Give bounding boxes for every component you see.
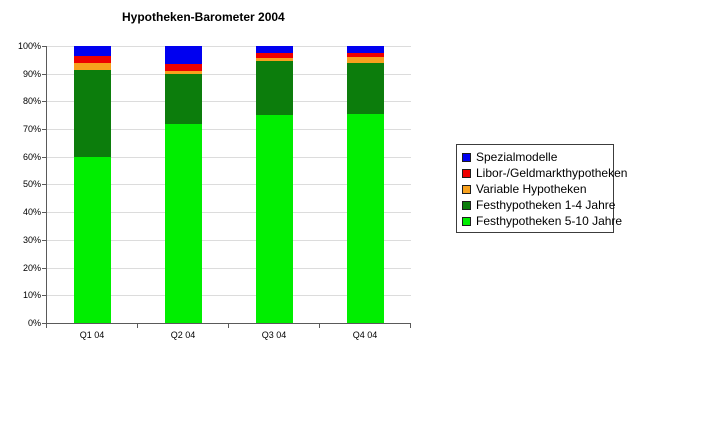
y-tick-mark	[42, 74, 46, 75]
bar-segment	[74, 56, 111, 63]
x-tick-mark	[410, 324, 411, 328]
legend-label: Variable Hypotheken	[476, 182, 587, 196]
gridline	[47, 240, 411, 241]
x-tick-label: Q2 04	[170, 330, 196, 340]
bar-segment	[165, 64, 202, 71]
bar-segment	[74, 63, 111, 70]
bar-segment	[165, 71, 202, 74]
bar-segment	[74, 70, 111, 157]
bar-segment	[256, 115, 293, 323]
gridline	[47, 46, 411, 47]
x-tick-mark	[46, 324, 47, 328]
y-tick-label: 0%	[27, 318, 41, 328]
bar-segment	[74, 157, 111, 323]
bar-segment	[347, 57, 384, 63]
bar-segment	[256, 58, 293, 61]
legend-item: Festhypotheken 5-10 Jahre	[462, 213, 622, 229]
bar-segment	[256, 46, 293, 53]
y-tick-mark	[42, 101, 46, 102]
y-tick-label: 80%	[22, 96, 41, 106]
legend-color-swatch	[462, 168, 471, 178]
legend-label: Festhypotheken 5-10 Jahre	[476, 214, 623, 228]
y-tick-label: 50%	[22, 179, 41, 189]
x-tick-mark	[137, 324, 138, 328]
bar-segment	[347, 53, 384, 57]
bar-q1-04	[74, 46, 111, 323]
y-tick-label: 10%	[22, 290, 41, 300]
legend: Spezialmodelle Libor-/Geldmarkthypotheken…	[456, 144, 627, 233]
y-tick-mark	[42, 240, 46, 241]
legend-item: Variable Hypotheken	[462, 181, 608, 197]
gridline	[47, 184, 411, 185]
bar-segment	[165, 124, 202, 323]
bar-segment	[256, 53, 293, 58]
legend-color-swatch	[462, 200, 471, 210]
plot-area	[46, 46, 411, 324]
legend-label: Festhypotheken 1-4 Jahre	[476, 198, 616, 212]
legend-item: Libor-/Geldmarkthypotheken	[462, 165, 627, 181]
chart-title: Hypotheken-Barometer 2004	[122, 10, 285, 24]
bar-segment	[347, 114, 384, 323]
x-tick-label: Q1 04	[79, 330, 105, 340]
gridline	[47, 268, 411, 269]
y-tick-mark	[42, 157, 46, 158]
y-tick-mark	[42, 323, 46, 324]
legend-label: Spezialmodelle	[476, 150, 558, 164]
bar-q3-04	[256, 46, 293, 323]
gridline	[47, 101, 411, 102]
y-tick-label: 100%	[17, 41, 41, 51]
legend-color-swatch	[462, 152, 471, 162]
gridline	[47, 295, 411, 296]
y-tick-label: 70%	[22, 124, 41, 134]
y-tick-label: 20%	[22, 263, 41, 273]
bar-segment	[347, 46, 384, 53]
bar-segment	[165, 46, 202, 64]
bar-segment	[74, 46, 111, 56]
gridline	[47, 157, 411, 158]
gridline	[47, 129, 411, 130]
x-tick-mark	[319, 324, 320, 328]
bar-q4-04	[347, 46, 384, 323]
y-tick-mark	[42, 184, 46, 185]
y-tick-mark	[42, 129, 46, 130]
bar-q2-04	[165, 46, 202, 323]
bar-segment	[256, 61, 293, 115]
x-tick-mark	[228, 324, 229, 328]
legend-item: Spezialmodelle	[462, 149, 608, 165]
bar-segment	[165, 74, 202, 124]
y-tick-mark	[42, 268, 46, 269]
y-tick-label: 40%	[22, 207, 41, 217]
bar-segment	[347, 63, 384, 114]
x-tick-label: Q3 04	[261, 330, 287, 340]
legend-item: Festhypotheken 1-4 Jahre	[462, 197, 615, 213]
y-tick-label: 60%	[22, 152, 41, 162]
y-tick-mark	[42, 212, 46, 213]
y-tick-mark	[42, 46, 46, 47]
gridline	[47, 74, 411, 75]
legend-label: Libor-/Geldmarkthypotheken	[476, 166, 628, 180]
y-tick-label: 30%	[22, 235, 41, 245]
y-tick-mark	[42, 295, 46, 296]
legend-color-swatch	[462, 184, 471, 194]
x-tick-label: Q4 04	[352, 330, 378, 340]
gridline	[47, 212, 411, 213]
legend-color-swatch	[462, 216, 471, 226]
y-tick-label: 90%	[22, 69, 41, 79]
